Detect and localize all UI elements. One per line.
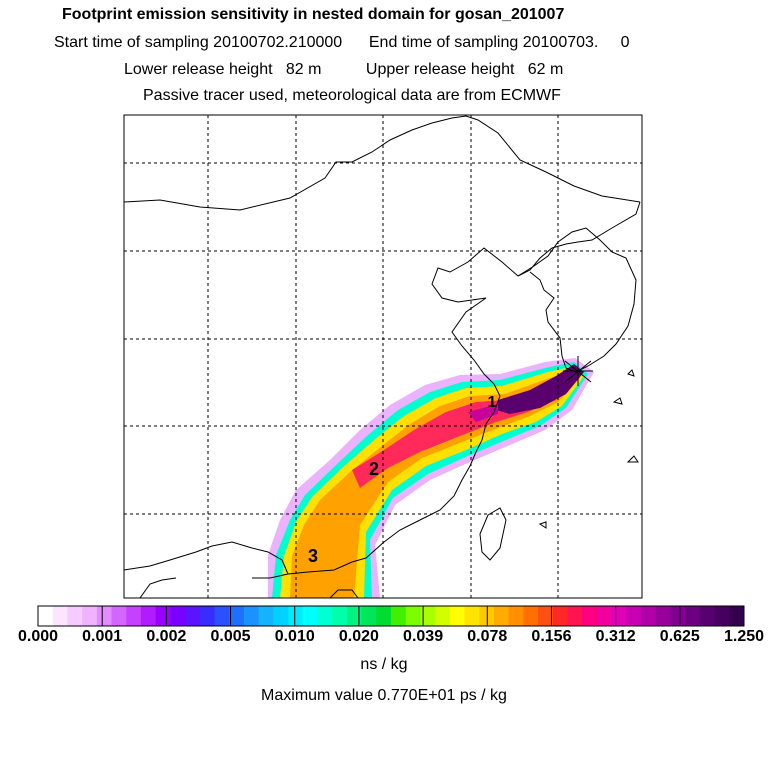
colorbar-swatch <box>641 606 657 626</box>
colorbar-swatch <box>346 606 363 626</box>
colorbar-swatch <box>435 606 451 626</box>
sampling-time-info: Start time of sampling 20100702.210000 E… <box>54 34 630 51</box>
colorbar-swatch <box>82 606 98 626</box>
colorbar-swatch <box>258 606 274 626</box>
china-coastline <box>252 247 519 579</box>
colorbar-swatch <box>273 606 289 626</box>
colorbar-swatch <box>596 606 613 626</box>
colorbar-swatch <box>582 606 598 626</box>
plume-inner-magenta <box>468 404 498 422</box>
colorbar-tick-label: 0.002 <box>146 628 187 645</box>
colorbar-swatch <box>493 606 510 626</box>
taiwan-island <box>479 507 507 561</box>
colorbar-swatch <box>140 606 157 626</box>
colorbar-swatch <box>391 606 407 626</box>
colorbar-swatch <box>538 606 554 626</box>
colorbar-swatch <box>611 606 627 626</box>
colorbar-swatch <box>38 606 54 626</box>
colorbar-swatch <box>508 606 524 626</box>
colorbar-swatch <box>420 606 436 626</box>
hainan-island <box>329 589 359 598</box>
colorbar-unit: ns / kg <box>360 656 408 673</box>
colorbar-swatch <box>67 606 83 626</box>
colorbar-swatch <box>567 606 583 626</box>
northern-border-line <box>124 115 641 211</box>
colorbar-swatch <box>449 606 466 626</box>
colorbar-tick-label: 0.625 <box>659 628 700 645</box>
coastlines <box>124 115 641 598</box>
small-island-2 <box>626 455 639 463</box>
china-korea-border-line <box>517 201 641 277</box>
map-gridlines <box>124 115 642 598</box>
colorbar-swatch <box>185 606 201 626</box>
colorbar-swatch <box>405 606 421 626</box>
trajectory-marker-2: 2 <box>369 459 379 479</box>
colorbar-swatch <box>670 606 686 626</box>
colorbar-tick-label: 0.020 <box>338 628 379 645</box>
colorbar-tick-label: 0.312 <box>595 628 636 645</box>
colorbar-tick-label: 0.000 <box>17 628 59 645</box>
colorbar-swatch <box>376 606 392 626</box>
colorbar-swatch <box>214 606 230 626</box>
small-island-3 <box>612 397 623 405</box>
map-frame <box>123 114 643 599</box>
colorbar-swatch <box>111 606 127 626</box>
colorbar-swatch <box>302 606 318 626</box>
colorbar-tick-label: 1.250 <box>723 628 765 645</box>
colorbar-tick-label: 0.078 <box>467 628 508 645</box>
colorbar-swatch <box>199 606 215 626</box>
colorbar-swatch <box>523 606 539 626</box>
maximum-value-text: Maximum value 0.770E+01 ps / kg <box>261 687 507 704</box>
colorbar-swatch <box>685 606 701 626</box>
colorbar-swatch <box>626 606 642 626</box>
colorbar-swatch <box>288 606 304 626</box>
colorbar-swatch <box>243 606 260 626</box>
colorbar-swatch <box>552 606 568 626</box>
tracer-info: Passive tracer used, meteorological data… <box>143 87 561 104</box>
plume-red-core <box>352 390 556 488</box>
southwest-border-line <box>124 541 289 575</box>
colorbar-tick-label: 0.005 <box>210 628 251 645</box>
colorbar-swatch <box>52 606 68 626</box>
colorbar-swatch <box>464 606 480 626</box>
korea-peninsula-line <box>517 227 637 373</box>
colorbar-swatch <box>361 606 377 626</box>
footprint-plume <box>268 358 594 598</box>
colorbar <box>37 605 745 627</box>
colorbar-tick-label: 0.001 <box>82 628 123 645</box>
plume-max-core <box>496 364 584 414</box>
plot-title: Footprint emission sensitivity in nested… <box>62 6 565 23</box>
colorbar-tick-label: 0.010 <box>274 628 315 645</box>
colorbar-swatch <box>126 606 142 626</box>
release-height-info: Lower release height 82 m Upper release … <box>124 61 564 78</box>
colorbar-swatch <box>170 606 186 626</box>
colorbar-frame <box>37 605 745 627</box>
colorbar-tick-label: 0.156 <box>531 628 572 645</box>
colorbar-swatch <box>317 606 333 626</box>
southwest-detail-line <box>139 577 177 598</box>
trajectory-marker-3: 3 <box>308 546 318 566</box>
colorbar-swatch <box>714 606 730 626</box>
colorbar-swatch <box>229 606 245 626</box>
colorbar-swatch <box>155 606 171 626</box>
colorbar-swatch <box>332 606 348 626</box>
colorbar-swatch <box>655 606 671 626</box>
star-icon <box>563 356 593 386</box>
colorbar-swatch <box>699 606 716 626</box>
colorbar-tick-label: 0.039 <box>403 628 444 645</box>
small-island-1 <box>627 369 635 377</box>
small-island-4 <box>538 521 547 529</box>
colorbar-swatch <box>96 606 113 626</box>
colorbar-swatch <box>729 606 745 626</box>
trajectory-marker-1: 1 <box>488 394 497 411</box>
